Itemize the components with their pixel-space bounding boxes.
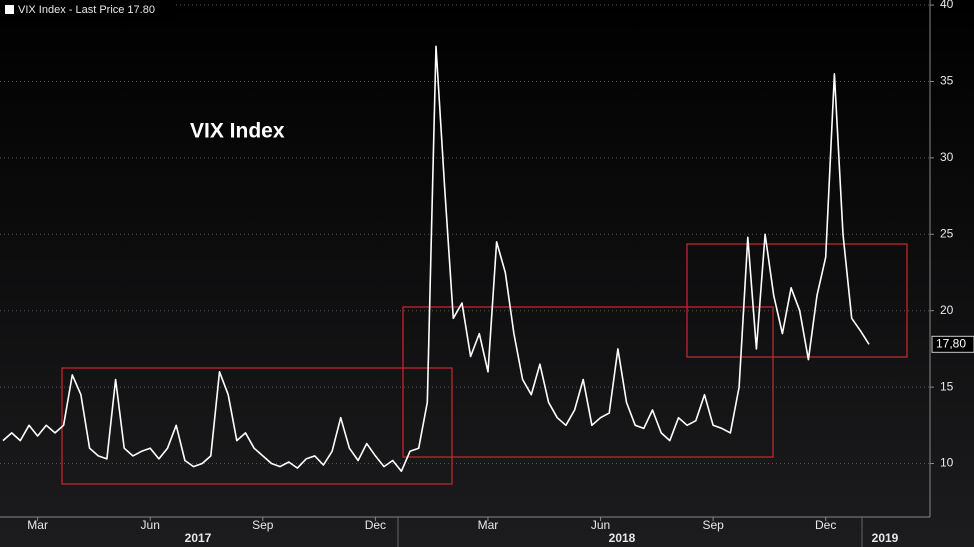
x-group-label: 2017	[185, 531, 212, 545]
highlight-box	[402, 306, 774, 458]
y-tick-label: 40	[940, 0, 954, 11]
y-tick-label: 25	[940, 226, 954, 240]
x-group-label: 2018	[609, 531, 636, 545]
x-tick-label: Dec	[815, 518, 836, 532]
y-tick-label: 35	[940, 74, 954, 88]
legend-label: VIX Index - Last Price 17.80	[18, 4, 155, 16]
x-tick-label: Jun	[141, 518, 160, 532]
x-tick-label: Dec	[365, 518, 386, 532]
last-price-label: 17,80	[936, 336, 966, 350]
x-tick-label: Sep	[702, 518, 724, 532]
grid	[0, 4, 930, 465]
highlight-box	[686, 243, 908, 358]
line	[2, 45, 870, 472]
y-tick-label: 30	[940, 150, 954, 164]
x-group-label: 2019	[872, 531, 899, 545]
y-tick-label: 10	[940, 456, 954, 470]
last-price-tag	[931, 335, 974, 353]
legend-swatch	[5, 5, 14, 14]
x-tick-label: Jun	[591, 518, 610, 532]
y-tick-label: 15	[940, 379, 954, 393]
y-tick-label: 20	[940, 303, 954, 317]
x-tick-label: Mar	[478, 518, 499, 532]
x-tick-label: Sep	[252, 518, 274, 532]
annotation: VIX Index	[190, 120, 285, 143]
x-tick-label: Mar	[27, 518, 48, 532]
legend-box	[0, 0, 176, 20]
